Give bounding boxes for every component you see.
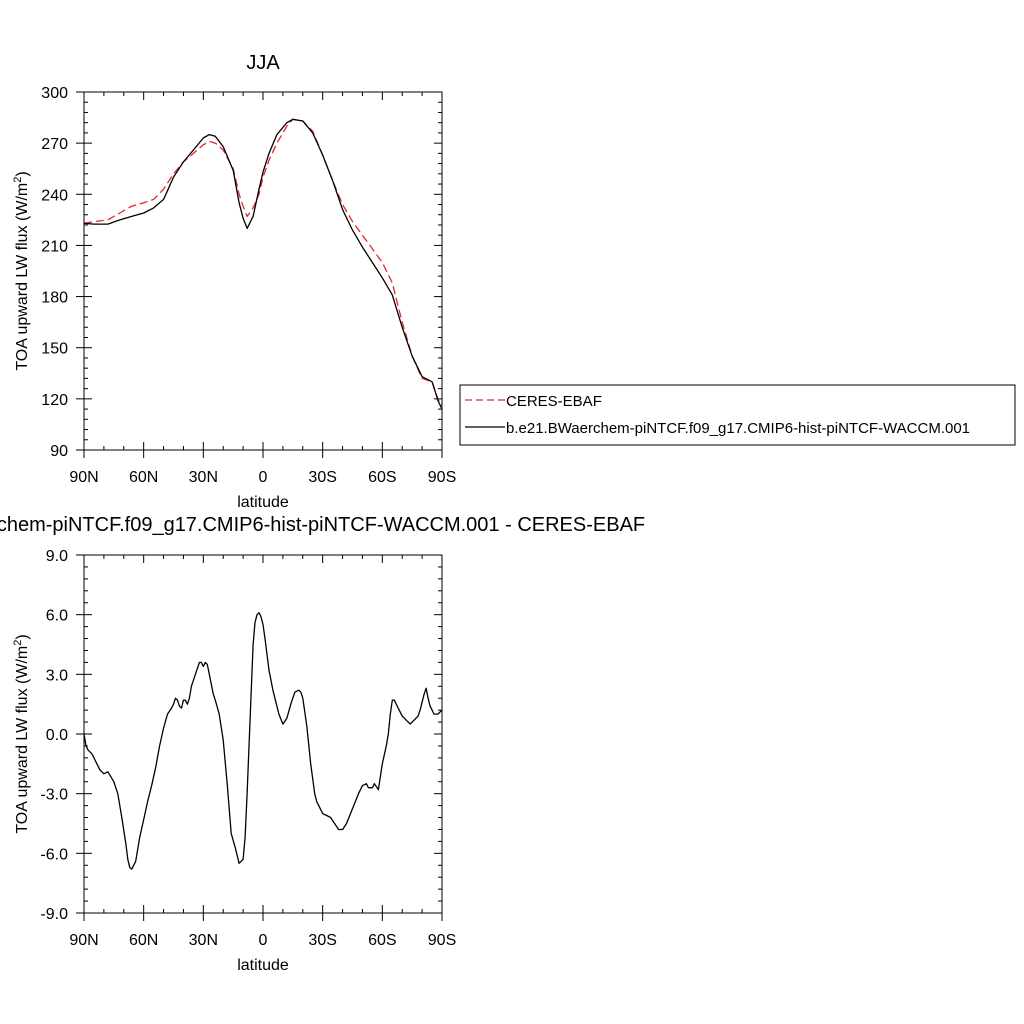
top-x-tick-label: 30N (189, 469, 218, 486)
top-x-axis-ticks: 90N 60N 30N 0 30S 60S 90S (69, 92, 456, 486)
bottom-y-tick-label: 6.0 (46, 608, 68, 625)
top-y-tick-label: 90 (50, 443, 68, 460)
bottom-y-axis-label: TOA upward LW flux (W/m2) (12, 634, 31, 833)
bottom-x-axis-ticks: 90N 60N 30N 0 30S 60S 90S (69, 555, 456, 949)
top-y-axis-label-main: TOA upward LW flux (W/m (14, 183, 31, 371)
top-x-tick-label: 0 (259, 469, 268, 486)
top-chart-title: JJA (246, 52, 280, 74)
top-y-tick-label: 150 (41, 341, 68, 358)
top-series-line-1 (83, 118, 443, 410)
top-y-tick-label: 240 (41, 187, 68, 204)
top-y-axis-ticks: 300 270 240 210 180 150 120 90 (41, 85, 442, 460)
top-y-axis-label: TOA upward LW flux (W/m2) (12, 171, 31, 370)
bottom-y-tick-label: -9.0 (40, 906, 68, 923)
legend-label-ceres: CERES-EBAF (506, 393, 602, 410)
bottom-y-tick-label: -3.0 (40, 787, 68, 804)
bottom-x-tick-label: 90S (428, 932, 456, 949)
bottom-series-line-0 (83, 612, 443, 870)
bottom-y-tick-label: 0.0 (46, 727, 68, 744)
top-series-line-0 (83, 118, 443, 408)
top-y-axis-label-sup: 2 (12, 177, 24, 183)
top-x-tick-label: 30S (308, 469, 336, 486)
bottom-series-lines (83, 612, 443, 870)
top-x-tick-label: 60S (368, 469, 396, 486)
bottom-x-tick-label: 60N (129, 932, 158, 949)
top-plot-frame (83, 91, 443, 451)
top-y-tick-label: 180 (41, 290, 68, 307)
top-y-tick-label: 270 (41, 136, 68, 153)
bottom-chart-title: b.e21.BWaerchem-piNTCF.f09_g17.CMIP6-his… (0, 514, 645, 536)
bottom-y-axis-label-end: ) (14, 634, 31, 639)
legend: CERES-EBAF b.e21.BWaerchem-piNTCF.f09_g1… (459, 384, 1016, 446)
bottom-x-axis-label: latitude (237, 957, 289, 974)
bottom-x-tick-label: 30N (189, 932, 218, 949)
bottom-x-tick-label: 30S (308, 932, 336, 949)
bottom-y-tick-label: 3.0 (46, 667, 68, 684)
top-y-tick-label: 120 (41, 392, 68, 409)
top-x-axis-label: latitude (237, 494, 289, 511)
legend-box (459, 384, 1016, 446)
bottom-y-tick-label: -6.0 (40, 846, 68, 863)
bottom-chart: 9.0 6.0 3.0 0.0 -3.0 -6.0 -9.0 90N 60N 30N 0 30S 60… (12, 548, 456, 974)
bottom-x-tick-label: 90N (69, 932, 98, 949)
top-x-tick-label: 60N (129, 469, 158, 486)
bottom-y-axis-ticks: 9.0 6.0 3.0 0.0 -3.0 -6.0 -9.0 (40, 548, 442, 923)
top-x-tick-label: 90S (428, 469, 456, 486)
bottom-y-tick-label: 9.0 (46, 548, 68, 565)
bottom-x-tick-label: 0 (259, 932, 268, 949)
bottom-y-axis-label-sup: 2 (12, 640, 24, 646)
top-x-tick-label: 90N (69, 469, 98, 486)
bottom-y-axis-label-main: TOA upward LW flux (W/m (14, 646, 31, 834)
top-y-tick-label: 300 (41, 85, 68, 102)
legend-label-model: b.e21.BWaerchem-piNTCF.f09_g17.CMIP6-his… (506, 420, 970, 437)
top-y-tick-label: 210 (41, 238, 68, 255)
bottom-x-tick-label: 60S (368, 932, 396, 949)
top-chart: 300 270 240 210 180 150 120 90 90N 60N 30N 0 30S 60S… (12, 85, 456, 511)
top-y-axis-label-end: ) (14, 171, 31, 176)
top-series-lines (83, 118, 443, 410)
